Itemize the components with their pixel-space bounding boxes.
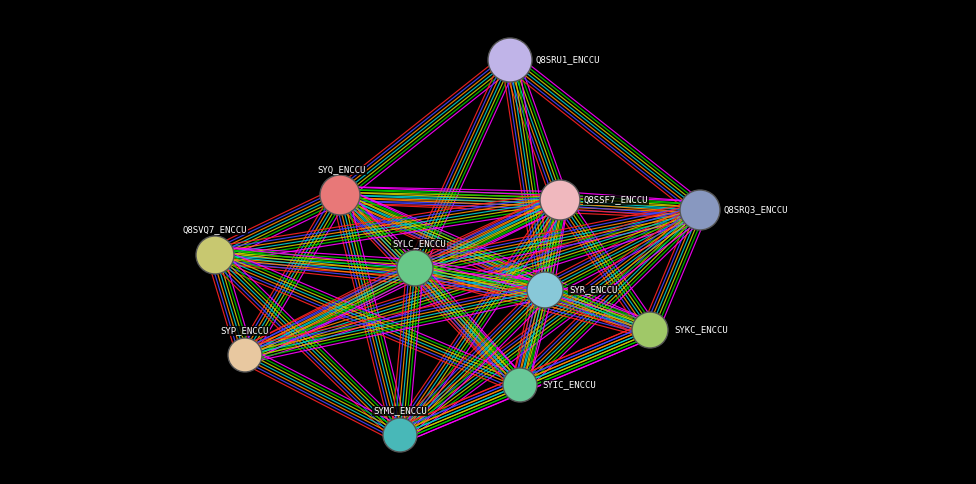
Text: Q8SRU1_ENCCU: Q8SRU1_ENCCU (535, 56, 599, 64)
Text: SYQ_ENCCU: SYQ_ENCCU (318, 166, 366, 175)
Circle shape (503, 368, 537, 402)
Text: SYIC_ENCCU: SYIC_ENCCU (542, 380, 595, 390)
Circle shape (196, 236, 234, 274)
Circle shape (383, 418, 417, 452)
Circle shape (397, 250, 433, 286)
Text: Q8SSF7_ENCCU: Q8SSF7_ENCCU (584, 196, 648, 205)
Text: SYR_ENCCU: SYR_ENCCU (569, 286, 618, 294)
Circle shape (228, 338, 262, 372)
Circle shape (527, 272, 563, 308)
Circle shape (540, 180, 580, 220)
Circle shape (320, 175, 360, 215)
Text: SYLC_ENCCU: SYLC_ENCCU (392, 240, 446, 248)
Text: SYMC_ENCCU: SYMC_ENCCU (373, 407, 427, 415)
Circle shape (680, 190, 720, 230)
Circle shape (632, 312, 668, 348)
Text: SYP_ENCCU: SYP_ENCCU (221, 327, 269, 335)
Text: Q8SVQ7_ENCCU: Q8SVQ7_ENCCU (183, 226, 247, 235)
Circle shape (488, 38, 532, 82)
Text: Q8SRQ3_ENCCU: Q8SRQ3_ENCCU (724, 206, 789, 214)
Text: SYKC_ENCCU: SYKC_ENCCU (674, 326, 728, 334)
